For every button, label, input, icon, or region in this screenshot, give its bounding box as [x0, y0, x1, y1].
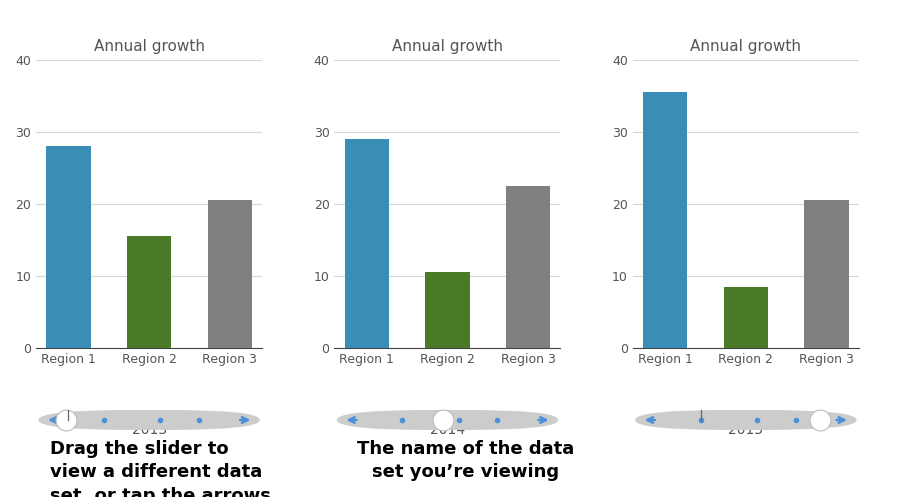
Bar [344, 139, 388, 348]
Title: Annual growth: Annual growth [392, 39, 502, 54]
Bar [642, 92, 686, 348]
Bar [126, 236, 172, 348]
FancyBboxPatch shape [38, 410, 260, 430]
Bar [722, 287, 768, 348]
Bar [208, 200, 252, 348]
Text: 2013: 2013 [132, 423, 166, 437]
FancyBboxPatch shape [336, 410, 558, 430]
Bar [46, 146, 90, 348]
Bar [506, 186, 550, 348]
Text: Drag the slider to
view a different data
set, or tap the arrows.: Drag the slider to view a different data… [50, 440, 277, 497]
Text: 2014: 2014 [430, 423, 464, 437]
FancyBboxPatch shape [634, 410, 856, 430]
Bar [804, 200, 848, 348]
Title: Annual growth: Annual growth [94, 39, 204, 54]
Bar [424, 272, 470, 348]
Title: Annual growth: Annual growth [690, 39, 800, 54]
Text: 2015: 2015 [728, 423, 762, 437]
Text: The name of the data
set you’re viewing: The name of the data set you’re viewing [357, 440, 573, 482]
